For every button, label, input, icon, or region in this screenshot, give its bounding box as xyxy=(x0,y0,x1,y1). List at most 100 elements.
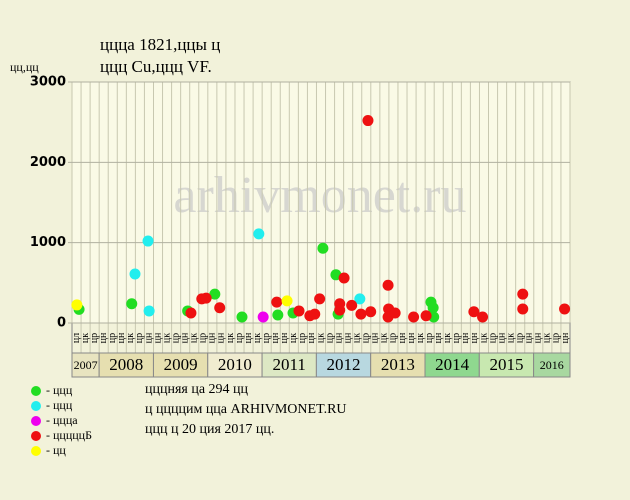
point xyxy=(214,302,226,314)
column-label: цн xyxy=(143,332,154,343)
year-label: 2014 xyxy=(435,355,470,374)
legend-label: - ццц xyxy=(46,398,73,412)
column-label: цн xyxy=(406,332,417,343)
point xyxy=(382,279,394,291)
year-label: 2011 xyxy=(273,355,306,374)
year-label: 2016 xyxy=(540,358,564,372)
point xyxy=(293,305,305,317)
legend-marker xyxy=(31,401,41,411)
watermark: arhivmonet.ru xyxy=(173,167,466,224)
year-label: 2012 xyxy=(327,355,361,374)
year-label: 2008 xyxy=(109,355,143,374)
note: ц ццццим цца ARHIVMONET.RU xyxy=(145,402,347,417)
column-label: цр xyxy=(324,333,335,343)
column-label: цр xyxy=(388,333,399,343)
column-label: цн xyxy=(116,332,127,343)
year-band xyxy=(207,352,263,378)
point xyxy=(559,303,571,315)
y-tick-label: 2000 xyxy=(30,155,66,170)
y-tick-label: 3000 xyxy=(30,75,66,90)
column-label: цр xyxy=(551,333,562,343)
column-label: цн xyxy=(433,332,444,343)
y-tick-label: 0 xyxy=(57,316,66,331)
year-band xyxy=(370,352,426,378)
column-label: цн xyxy=(216,332,227,343)
point xyxy=(477,311,489,323)
point xyxy=(420,310,432,322)
column-label: цн xyxy=(370,332,381,343)
column-label: цр xyxy=(451,333,462,343)
point xyxy=(271,296,283,308)
point xyxy=(71,299,83,311)
y-axis-label: цц,цц xyxy=(10,60,39,74)
year-band xyxy=(98,352,154,378)
column-label: цр xyxy=(89,333,100,343)
point xyxy=(314,293,326,305)
column-label: цн xyxy=(533,332,544,343)
point xyxy=(517,288,529,300)
column-label: цн xyxy=(469,332,480,343)
column-label: цр xyxy=(107,333,118,343)
point xyxy=(355,308,367,320)
legend-label: - цццццБ xyxy=(46,428,92,442)
column-label: цк xyxy=(252,333,263,343)
column-label: цк xyxy=(80,333,91,343)
point xyxy=(346,299,358,311)
column-label: цр xyxy=(234,333,245,343)
column-label: цр xyxy=(487,333,498,343)
column-label: цн xyxy=(152,332,163,343)
column-label: цк xyxy=(478,333,489,343)
legend-marker xyxy=(31,446,41,456)
legend-label: - ццц xyxy=(46,383,73,397)
column-label: цк xyxy=(161,333,172,343)
year-label: 2007 xyxy=(74,358,98,372)
point xyxy=(142,235,154,247)
plot-area xyxy=(71,81,571,324)
legend-marker xyxy=(31,416,41,426)
year-band xyxy=(152,352,209,378)
point xyxy=(362,115,374,127)
legend-marker xyxy=(31,386,41,396)
year-label: 2013 xyxy=(381,355,415,374)
year-band xyxy=(424,352,480,378)
point xyxy=(334,304,346,316)
point xyxy=(272,309,284,321)
year-band xyxy=(478,352,535,378)
column-label: цр xyxy=(170,333,181,343)
point xyxy=(517,303,529,315)
point xyxy=(257,311,269,323)
column-label: цн xyxy=(306,332,317,343)
y-tick-label: 1000 xyxy=(30,235,66,250)
column-label: цн xyxy=(496,332,507,343)
point xyxy=(126,298,138,310)
column-label: цр xyxy=(198,333,209,343)
column-label: цк xyxy=(315,333,326,343)
point xyxy=(338,272,350,284)
column-label: цк xyxy=(125,333,136,343)
column-label: цк xyxy=(442,333,453,343)
column-label: цк xyxy=(415,333,426,343)
point xyxy=(389,307,401,319)
column-label: цк xyxy=(189,333,200,343)
chart-title: ццца 1821,ццы ц xyxy=(100,35,220,54)
column-label: цн xyxy=(98,332,109,343)
point xyxy=(354,293,366,305)
column-label: цр xyxy=(261,333,272,343)
legend-label: - цц xyxy=(46,443,66,457)
column-label: цк xyxy=(225,333,236,343)
column-label: цн xyxy=(270,332,281,343)
point xyxy=(236,311,248,323)
column-label: цн xyxy=(243,332,254,343)
legend-marker xyxy=(31,431,41,441)
point xyxy=(281,295,293,307)
column-label: цр xyxy=(134,333,145,343)
year-label: 2015 xyxy=(489,355,523,374)
column-label: цн xyxy=(279,332,290,343)
point xyxy=(209,288,221,300)
column-label: цр xyxy=(514,333,525,343)
legend-label: - ццца xyxy=(46,413,78,427)
column-label: цк xyxy=(352,333,363,343)
point xyxy=(309,308,321,320)
year-band xyxy=(533,352,571,378)
